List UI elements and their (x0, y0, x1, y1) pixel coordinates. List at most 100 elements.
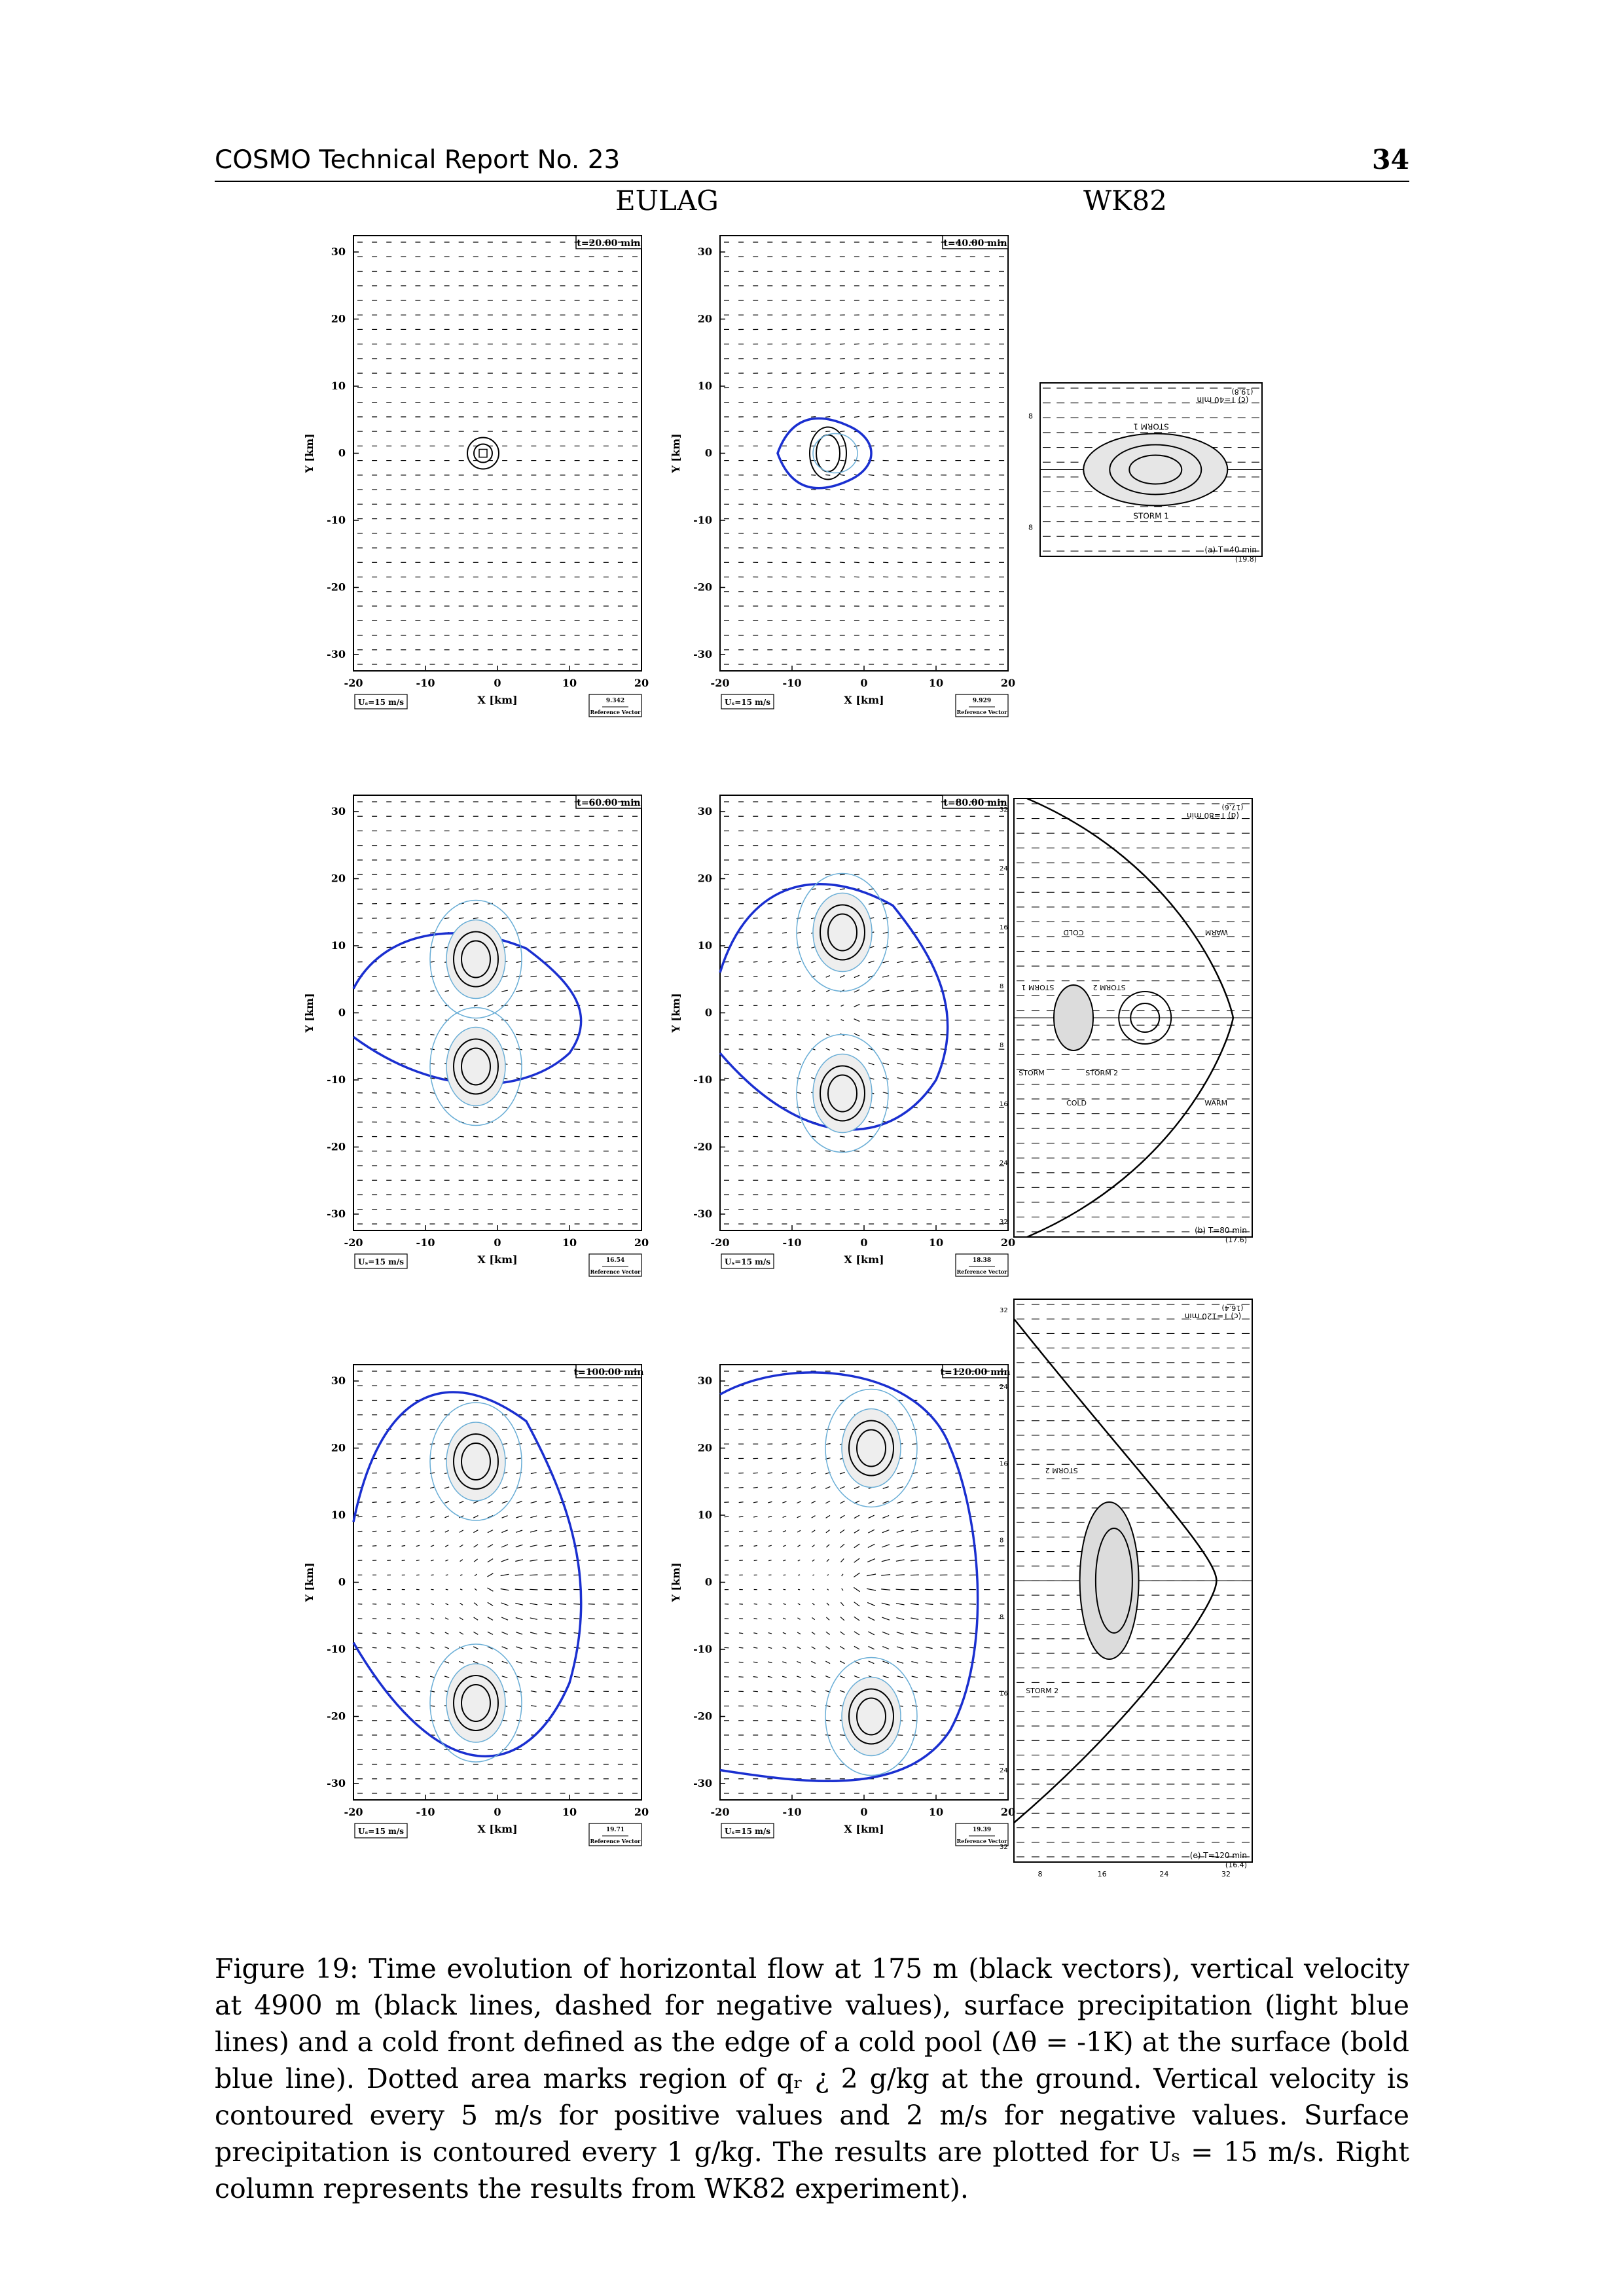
vector-field (1017, 803, 1250, 1232)
wk-storm-label: STORM 1 (1133, 512, 1169, 521)
y-tick-label: -10 (693, 1073, 712, 1086)
vector (796, 1458, 802, 1460)
vector (868, 562, 875, 564)
vector (797, 1603, 801, 1605)
ref-vector-box (955, 1823, 1009, 1846)
vector (867, 1602, 876, 1606)
vector (882, 474, 889, 476)
vector (559, 1647, 566, 1649)
vector (940, 1501, 947, 1503)
vector (825, 1500, 831, 1504)
vector (501, 1515, 508, 1518)
vector (753, 1107, 758, 1108)
vector (445, 1559, 448, 1562)
eulag-panel-4: t=80.00 min -20 -10 0 10 20 30 20 10 0 -10 -20 -30 X … (655, 785, 1021, 1309)
vector (825, 1719, 831, 1721)
vector (416, 1515, 420, 1518)
vector (825, 1617, 830, 1621)
vector (588, 1501, 595, 1503)
vector (501, 990, 508, 992)
vector (430, 961, 435, 963)
vector (840, 1616, 845, 1621)
vector (444, 1617, 449, 1620)
vector (514, 1588, 524, 1590)
vector (530, 1545, 537, 1547)
vector (797, 1501, 801, 1504)
vector (969, 961, 976, 963)
precip-contour (429, 1643, 522, 1763)
vector (839, 1675, 845, 1679)
plot-frame (353, 795, 642, 1231)
vector (782, 1646, 787, 1649)
vector (782, 990, 787, 992)
y-tick-label: 10 (698, 939, 712, 952)
vector (387, 1530, 391, 1532)
vector (372, 1501, 377, 1503)
vector (387, 1545, 391, 1547)
vector (854, 503, 860, 505)
vector (574, 1458, 580, 1460)
y-tick-label: -20 (693, 1141, 712, 1153)
vector (940, 961, 947, 963)
wk-panel-sub: (17.6) (1221, 803, 1243, 812)
x-tick-label: 10 (929, 1236, 943, 1249)
vector (603, 1501, 609, 1503)
vector (882, 1500, 890, 1504)
vector (897, 431, 903, 432)
precip-contour (429, 1007, 522, 1126)
vector (753, 1486, 758, 1488)
updraft-contour (453, 1433, 499, 1490)
vector (811, 961, 816, 963)
y-tick-label: -30 (693, 1777, 712, 1789)
eulag-plot-4: t=80.00 min -20 -10 0 10 20 30 20 10 0 -10 -20 -30 X … (670, 795, 1015, 1277)
vector (782, 1458, 787, 1460)
vector (753, 1560, 757, 1562)
us-label: Uₛ=15 m/s (725, 1257, 770, 1266)
vector (825, 874, 831, 876)
precip-contour (825, 1388, 918, 1508)
vector (545, 903, 551, 905)
vector (544, 1632, 552, 1634)
vector (911, 1559, 919, 1562)
vector (386, 1077, 391, 1079)
vector (796, 518, 802, 520)
y-tick-label: -10 (327, 1073, 346, 1086)
vector (867, 1033, 875, 1036)
vector (825, 401, 831, 403)
vector (516, 1632, 523, 1635)
vector (797, 1676, 802, 1678)
vector (429, 1458, 435, 1460)
vector (416, 1632, 420, 1634)
vector (926, 1691, 932, 1693)
vector (940, 1647, 947, 1649)
vector (796, 874, 802, 876)
wk-region-label: WARM (1205, 928, 1228, 937)
y-axis-label: Y [km] (670, 433, 682, 473)
vector (386, 1516, 391, 1518)
y-axis-label: Y [km] (670, 1562, 682, 1602)
vector (812, 1603, 815, 1605)
vector (839, 372, 845, 374)
vector (473, 1501, 478, 1504)
vector (738, 946, 744, 948)
vector (840, 1631, 845, 1636)
vector (545, 1092, 551, 1094)
vector (839, 859, 845, 861)
vector (796, 372, 802, 374)
us-box (721, 694, 774, 709)
vector (825, 1048, 831, 1050)
y-tick-label: -30 (327, 1777, 346, 1789)
vector (516, 1048, 522, 1050)
eulag-plot-5: t=100.00 min -20 -10 0 10 20 30 20 10 0 -10 -20 -30 X… (303, 1364, 649, 1846)
vector (473, 1005, 478, 1007)
vector (882, 1136, 889, 1138)
vector (912, 503, 918, 505)
vector (545, 1676, 552, 1678)
vector (516, 990, 523, 992)
updraft-contour (820, 1065, 865, 1122)
vector (444, 1632, 449, 1635)
vector (955, 1077, 962, 1079)
vector (444, 903, 450, 905)
vector (954, 1632, 962, 1634)
vector (545, 1077, 551, 1079)
